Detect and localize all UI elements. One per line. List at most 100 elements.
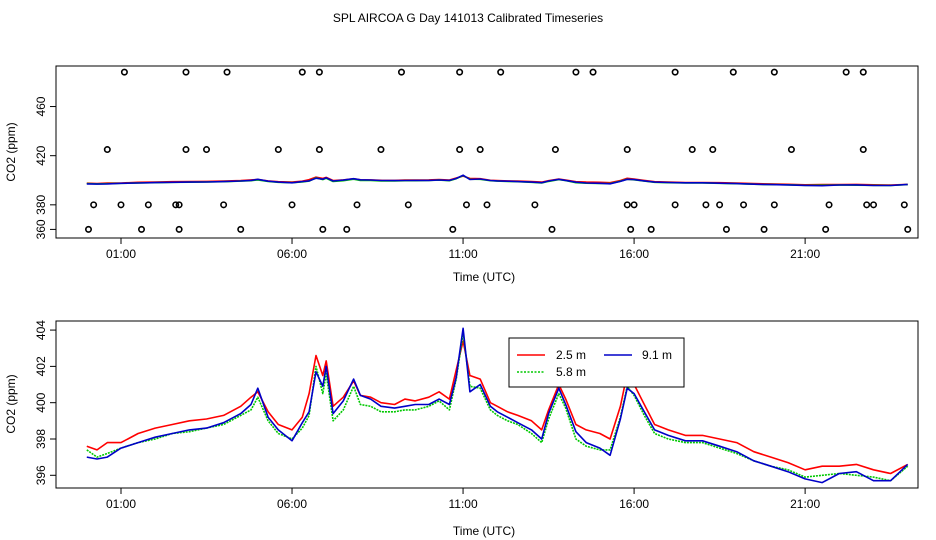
top-x-axis: 01:00 06:00 11:00 16:00 21:00 (106, 238, 820, 261)
scatter-point (404, 201, 412, 209)
bottom-x-tick-label: 11:00 (448, 497, 477, 511)
top-series-9-1-m (86, 174, 908, 187)
scatter-point (589, 68, 597, 76)
top-y-tick-label: 420 (34, 145, 48, 165)
bottom-x-tick-label: 06:00 (277, 497, 307, 511)
bottom-x-tick-label: 01:00 (106, 497, 136, 511)
bottom-x-tick-label: 16:00 (619, 497, 649, 511)
top-x-tick-label: 06:00 (277, 247, 307, 261)
scatter-point (237, 225, 245, 233)
legend-label-5-8m: 5.8 m (556, 365, 586, 379)
scatter-point (623, 146, 631, 154)
scatter-point (740, 201, 748, 209)
bottom-x-tick-label: 21:00 (790, 497, 820, 511)
scatter-point (172, 201, 180, 209)
scatter-point (859, 146, 867, 154)
bottom-y-axis-label: CO2 (ppm) (4, 374, 18, 433)
top-panel: 01:00 06:00 11:00 16:00 21:00 360 380 420 460 T… (4, 65, 919, 284)
top-x-tick-label: 01:00 (106, 247, 136, 261)
top-plot-frame (55, 65, 919, 239)
scatter-point (900, 201, 908, 209)
scatter-point (223, 68, 231, 76)
scatter-point (315, 146, 323, 154)
bottom-x-axis: 01:00 06:00 11:00 16:00 21:00 (106, 488, 820, 511)
scatter-point (319, 225, 327, 233)
scatter-point (462, 201, 470, 209)
scatter-point (716, 201, 724, 209)
scatter-point (822, 225, 830, 233)
scatter-point (343, 225, 351, 233)
top-x-axis-label: Time (UTC) (453, 270, 515, 284)
bottom-series-9-1-m (86, 327, 909, 484)
scatter-point (456, 146, 464, 154)
bottom-panel: 01:00 06:00 11:00 16:00 21:00 396 398 400 402 40… (4, 320, 919, 538)
scatter-point (274, 146, 282, 154)
scatter-point (175, 201, 183, 209)
scatter-point (904, 225, 912, 233)
scatter-point (203, 146, 211, 154)
scatter-point (90, 201, 98, 209)
legend-label-2-5m: 2.5 m (556, 348, 586, 362)
scatter-point (220, 201, 228, 209)
chart-title: SPL AIRCOA G Day 141013 Calibrated Times… (333, 11, 603, 25)
scatter-point (623, 201, 631, 209)
scatter-point (787, 146, 795, 154)
scatter-point (449, 225, 457, 233)
top-x-tick-label: 21:00 (790, 247, 820, 261)
bottom-x-axis-label: Time (UTC) (453, 524, 515, 538)
scatter-point (138, 225, 146, 233)
scatter-point (770, 68, 778, 76)
scatter-point (722, 225, 730, 233)
scatter-point (671, 201, 679, 209)
scatter-point (117, 201, 125, 209)
scatter-point (315, 68, 323, 76)
scatter-point (353, 201, 361, 209)
top-series-lines (86, 174, 908, 187)
bottom-series-5-8-m (86, 332, 909, 482)
scatter-point (483, 201, 491, 209)
scatter-point (863, 201, 871, 209)
scatter-point (760, 225, 768, 233)
scatter-point (647, 225, 655, 233)
top-y-axis-label: CO2 (ppm) (4, 122, 18, 181)
scatter-point (825, 201, 833, 209)
top-x-tick-label: 11:00 (448, 247, 477, 261)
top-scatter-points (84, 68, 912, 233)
scatter-point (397, 68, 405, 76)
scatter-point (842, 68, 850, 76)
scatter-point (377, 146, 385, 154)
bottom-y-tick-label: 396 (34, 465, 48, 485)
scatter-point (859, 68, 867, 76)
top-y-tick-label: 380 (34, 194, 48, 214)
bottom-y-tick-label: 398 (34, 429, 48, 449)
legend-box (508, 337, 685, 388)
scatter-point (476, 146, 484, 154)
scatter-point (497, 68, 505, 76)
top-y-axis: 360 380 420 460 (34, 96, 56, 239)
legend-label-9-1m: 9.1 m (642, 348, 672, 362)
scatter-point (729, 68, 737, 76)
top-y-tick-label: 360 (34, 219, 48, 239)
scatter-point (870, 201, 878, 209)
bottom-y-tick-label: 400 (34, 392, 48, 412)
scatter-point (709, 146, 717, 154)
bottom-y-tick-label: 402 (34, 356, 48, 376)
bottom-series-2-5-m (86, 340, 909, 475)
scatter-point (175, 225, 183, 233)
top-x-tick-label: 16:00 (619, 247, 649, 261)
scatter-point (298, 68, 306, 76)
scatter-point (144, 201, 152, 209)
scatter-point (288, 201, 296, 209)
scatter-point (572, 68, 580, 76)
scatter-point (770, 201, 778, 209)
legend: 2.5 m 9.1 m 5.8 m (508, 337, 685, 388)
scatter-point (702, 201, 710, 209)
scatter-point (671, 68, 679, 76)
scatter-point (182, 146, 190, 154)
top-y-tick-label: 460 (34, 96, 48, 116)
scatter-point (531, 201, 539, 209)
scatter-point (551, 146, 559, 154)
scatter-point (627, 225, 635, 233)
scatter-point (630, 201, 638, 209)
